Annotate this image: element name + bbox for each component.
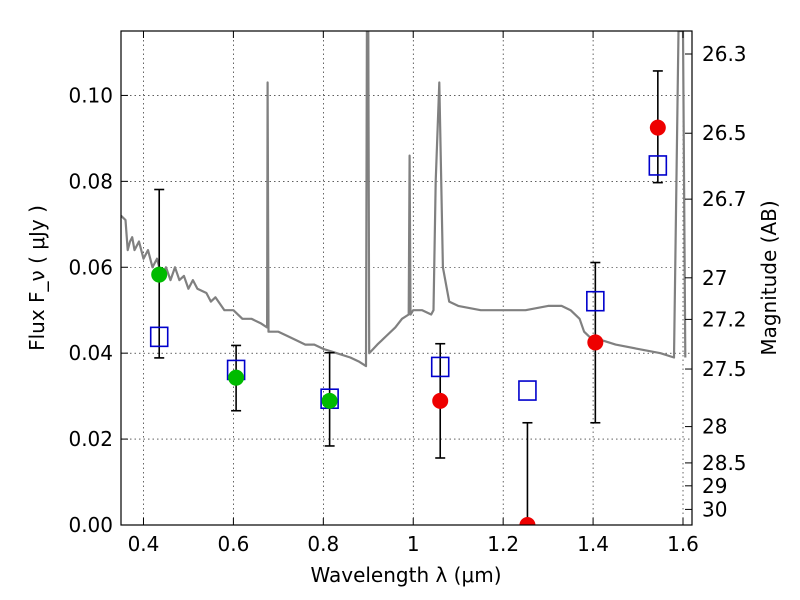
- red-point: [587, 334, 604, 351]
- grid-lines: [121, 31, 692, 526]
- y-axis-label: Flux F_ν ( μJy ): [25, 205, 49, 351]
- right-axis-label: Magnitude (AB): [757, 200, 781, 355]
- x-tick-label: 0.4: [128, 532, 160, 556]
- x-tick-label: 1.4: [577, 532, 609, 556]
- x-tick-label: 0.6: [217, 532, 249, 556]
- right-tick-label: 28: [702, 415, 727, 439]
- x-tick-label: 1.6: [667, 532, 699, 556]
- x-axis-label: Wavelength λ (μm): [310, 563, 501, 587]
- right-tick-label: 26.5: [702, 121, 747, 145]
- model-band-square: [149, 326, 169, 348]
- plot-frame: [120, 30, 693, 526]
- right-tick-label: 27.5: [702, 357, 747, 381]
- green-point: [321, 392, 338, 409]
- x-tick-label: 1: [407, 532, 420, 556]
- green-point: [151, 266, 168, 283]
- model-band-square: [518, 380, 537, 401]
- right-tick-label: 30: [702, 497, 727, 521]
- right-tick-label: 27.2: [702, 307, 747, 331]
- red-point: [649, 119, 666, 136]
- model-band-square: [648, 155, 668, 176]
- y-tick-label: 0.04: [68, 341, 113, 365]
- y-tick-label: 0.02: [68, 427, 113, 451]
- y-tick-label: 0.06: [68, 255, 113, 279]
- right-tick-label: 28.5: [702, 451, 747, 475]
- right-tick-label: 26.7: [702, 187, 747, 211]
- right-tick-label: 26.3: [702, 42, 747, 66]
- x-axis-ticks: 0.4 0.6 0.8 1 1.2 1.4 1.6: [128, 31, 699, 556]
- red-point: [519, 517, 536, 525]
- green-point: [228, 369, 245, 386]
- y-tick-label: 0.10: [68, 83, 113, 107]
- y-axis-ticks: 0.00 0.02 0.04 0.06 0.08 0.10: [68, 83, 128, 537]
- model-band-square: [430, 356, 450, 378]
- x-tick-label: 1.2: [487, 532, 519, 556]
- data-markers-group: [149, 119, 668, 525]
- x-tick-label: 0.8: [307, 532, 339, 556]
- red-point: [432, 392, 449, 409]
- right-tick-label: 29: [702, 474, 727, 498]
- model-spectrum-line: [121, 31, 687, 368]
- right-tick-label: 27: [702, 266, 727, 290]
- model-spectrum-group: [121, 31, 687, 368]
- y-tick-label: 0.00: [68, 513, 113, 537]
- y-tick-label: 0.08: [68, 169, 113, 193]
- model-band-square: [586, 290, 605, 312]
